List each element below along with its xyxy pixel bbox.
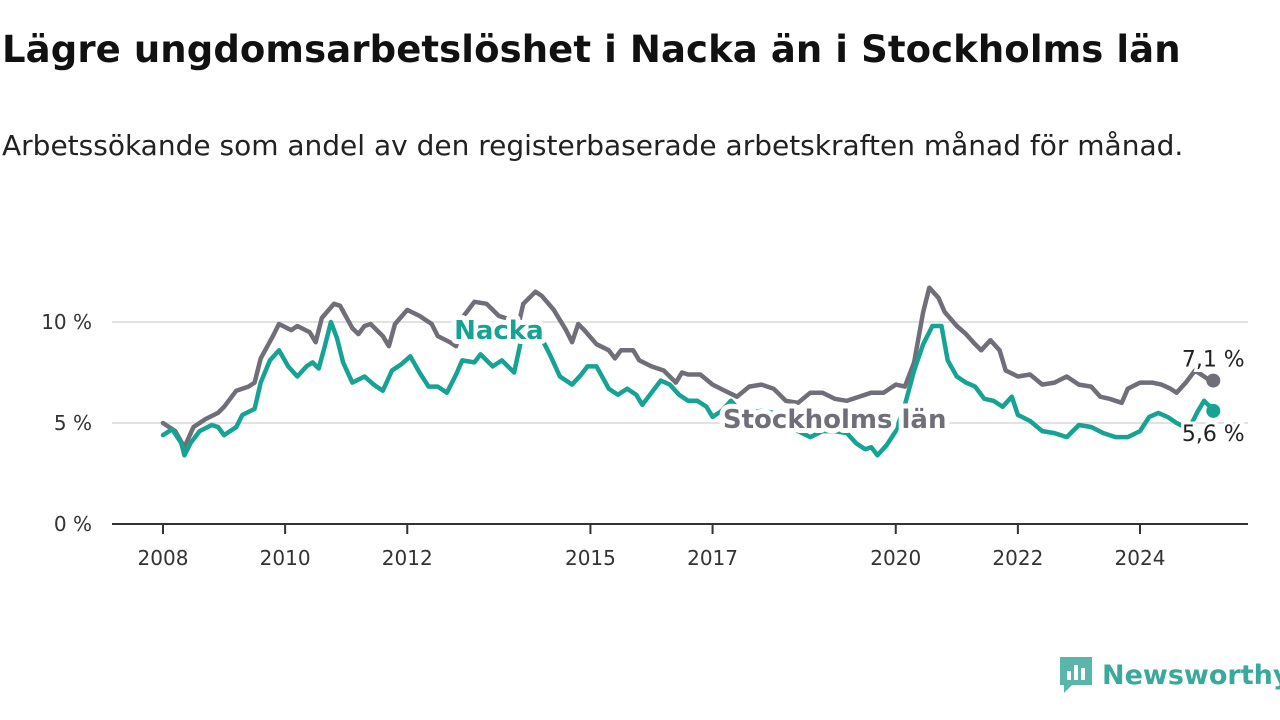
y-tick-label: 10 %	[41, 310, 92, 334]
y-tick-label: 5 %	[54, 411, 92, 435]
chart-title: Lägre ungdomsarbetslöshet i Nacka än i S…	[2, 28, 1181, 71]
x-tick-label: 2010	[260, 546, 311, 570]
end-value-label: 5,6 %	[1182, 422, 1245, 447]
x-tick-label: 2012	[382, 546, 433, 570]
newsworthy-logo[interactable]: Newsworthy	[1058, 652, 1280, 698]
series-line-nacka	[160, 319, 1216, 458]
x-tick-label: 2020	[870, 546, 921, 570]
series-label-stockholms-l-n: Stockholms län	[723, 405, 947, 435]
y-tick-label: 0 %	[54, 512, 92, 536]
chart-subtitle: Arbetssökande som andel av den registerb…	[2, 129, 1184, 162]
series-line-stockholms-l-n	[160, 285, 1216, 450]
end-point-stockholms-l-n	[1206, 373, 1221, 388]
x-tick-label: 2024	[1115, 546, 1166, 570]
x-tick-label: 2015	[565, 546, 616, 570]
x-tick-label: 2022	[992, 546, 1043, 570]
x-tick-label: 2017	[687, 546, 738, 570]
newsworthy-brand-name: Newsworthy	[1102, 659, 1280, 691]
end-value-label: 7,1 %	[1182, 348, 1245, 373]
newsworthy-logo-icon	[1060, 657, 1092, 693]
x-tick-label: 2008	[138, 546, 189, 570]
series-label-nacka: Nacka	[454, 316, 544, 346]
end-point-nacka	[1206, 403, 1221, 418]
